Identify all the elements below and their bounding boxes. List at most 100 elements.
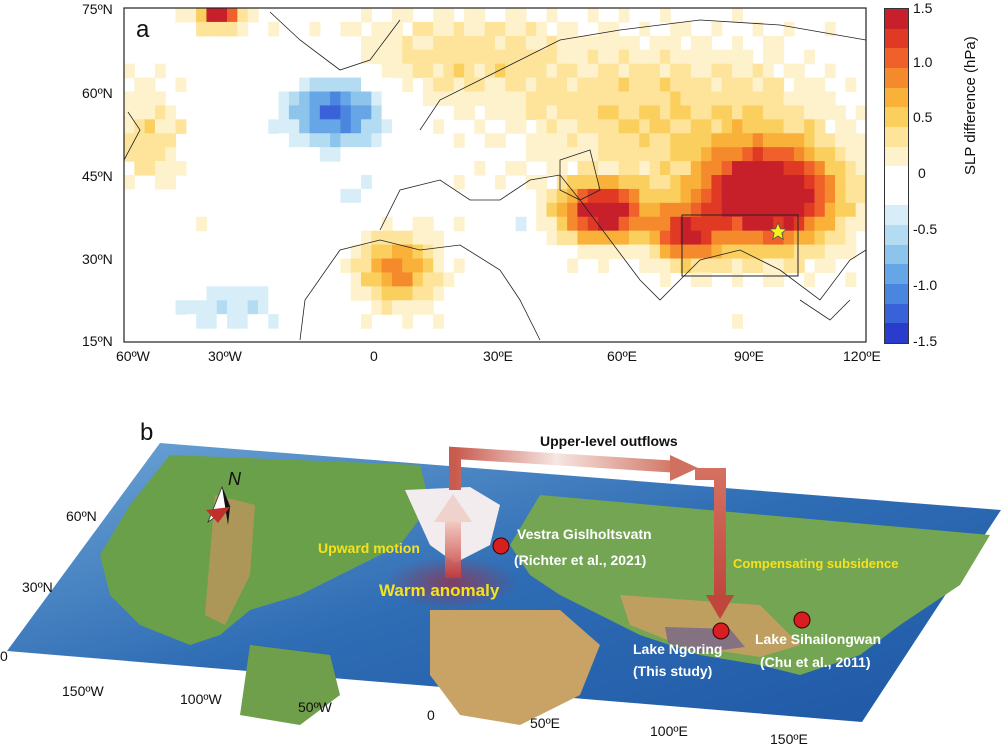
slp-cell bbox=[536, 188, 548, 204]
slp-cell bbox=[577, 91, 589, 107]
slp-cell bbox=[567, 202, 579, 218]
slp-cell bbox=[422, 286, 434, 301]
slp-cell bbox=[515, 8, 527, 23]
slp-cell bbox=[649, 175, 661, 190]
slp-cell bbox=[742, 119, 754, 134]
slp-cell bbox=[628, 133, 640, 148]
slp-cell bbox=[598, 119, 609, 134]
slp-cell bbox=[278, 300, 290, 315]
slp-cell bbox=[124, 105, 135, 120]
slp-cell bbox=[587, 216, 599, 232]
slp-cell bbox=[804, 244, 816, 260]
slp-cell bbox=[618, 230, 630, 246]
lon-tick-label: 0 bbox=[370, 348, 378, 364]
slp-cell bbox=[721, 105, 733, 120]
slp-cell bbox=[443, 21, 455, 37]
slp-cell bbox=[587, 188, 599, 204]
lat-tick-label: 15ºN bbox=[82, 333, 113, 349]
slp-cell bbox=[412, 258, 424, 274]
slp-cell bbox=[453, 35, 465, 51]
slp-cell bbox=[422, 300, 434, 315]
slp-cell bbox=[598, 147, 609, 162]
slp-cell bbox=[402, 272, 414, 287]
slp-cell bbox=[577, 188, 589, 204]
slp-cell bbox=[659, 272, 671, 287]
slp-cell bbox=[515, 49, 527, 65]
slp-cell bbox=[495, 105, 506, 120]
slp-cell bbox=[381, 300, 393, 315]
slp-cell bbox=[546, 8, 558, 23]
slp-cell bbox=[515, 63, 527, 79]
slp-cell bbox=[845, 272, 857, 287]
slp-cell bbox=[361, 147, 372, 162]
slp-cell bbox=[659, 77, 671, 93]
slp-cell bbox=[608, 216, 620, 232]
coastline bbox=[299, 239, 541, 341]
slp-cell bbox=[124, 91, 135, 107]
north-america-land bbox=[100, 455, 430, 645]
slp-cell bbox=[628, 91, 640, 107]
site-label-sihailongwan: Lake Sihailongwan bbox=[755, 631, 882, 647]
slp-cell bbox=[124, 119, 135, 134]
slp-cell bbox=[855, 133, 867, 148]
lon-label: 100ºE bbox=[650, 723, 688, 739]
slp-cell bbox=[515, 77, 527, 93]
slp-cell bbox=[721, 202, 733, 218]
slp-cell bbox=[659, 133, 671, 148]
slp-cell bbox=[124, 133, 135, 148]
slp-cell bbox=[361, 286, 372, 301]
slp-cell bbox=[804, 230, 816, 246]
slp-cell bbox=[391, 133, 403, 148]
slp-cell bbox=[598, 161, 609, 176]
slp-cell bbox=[721, 188, 733, 204]
site-label-vestra: Vestra Gislholtsvatn bbox=[517, 526, 652, 542]
slp-cell bbox=[793, 202, 805, 218]
slp-cell bbox=[391, 21, 403, 37]
slp-cell bbox=[690, 161, 702, 176]
slp-cell bbox=[690, 244, 702, 260]
slp-cell bbox=[598, 35, 609, 51]
slp-cell bbox=[505, 216, 517, 232]
slp-cell bbox=[391, 63, 403, 79]
slp-cell bbox=[577, 119, 589, 134]
south-america-land bbox=[240, 645, 340, 725]
slp-cell bbox=[721, 133, 733, 148]
slp-cell bbox=[505, 119, 517, 134]
slp-cell bbox=[288, 133, 300, 148]
slp-cell bbox=[732, 230, 743, 246]
slp-cell bbox=[536, 49, 548, 65]
slp-cell bbox=[422, 230, 434, 246]
slp-cell bbox=[670, 21, 682, 37]
slp-cell bbox=[680, 119, 692, 134]
slp-cell bbox=[701, 77, 713, 93]
slp-cell bbox=[680, 216, 692, 232]
slp-cell bbox=[659, 175, 671, 190]
slp-cell bbox=[350, 258, 362, 274]
slp-cell bbox=[783, 244, 795, 260]
slp-cell bbox=[762, 105, 774, 120]
slp-cell bbox=[350, 272, 362, 287]
slp-cell bbox=[309, 105, 321, 120]
slp-cell bbox=[515, 161, 527, 176]
slp-cell bbox=[793, 175, 805, 190]
slp-cell bbox=[783, 230, 795, 246]
slp-cell bbox=[412, 230, 424, 246]
slp-cell bbox=[536, 202, 548, 218]
slp-cell bbox=[670, 230, 682, 246]
slp-cell bbox=[742, 216, 754, 232]
slp-cell bbox=[330, 91, 342, 107]
slp-cell bbox=[793, 105, 805, 120]
slp-difference-map bbox=[123, 7, 867, 343]
slp-cell bbox=[659, 35, 671, 51]
subsidence-arrow-head bbox=[706, 595, 734, 619]
slp-cell bbox=[165, 300, 177, 315]
slp-cell bbox=[577, 244, 589, 260]
slp-cell bbox=[701, 63, 713, 79]
slp-cell bbox=[536, 77, 548, 93]
slp-cell bbox=[144, 77, 156, 93]
slp-cell bbox=[855, 202, 867, 218]
slp-cell bbox=[196, 21, 208, 37]
slp-cell bbox=[690, 119, 702, 134]
slp-cell bbox=[845, 230, 857, 246]
slp-cell bbox=[144, 119, 156, 134]
